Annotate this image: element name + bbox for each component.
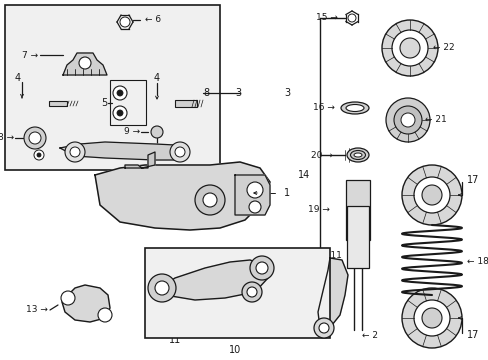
Polygon shape	[317, 258, 347, 330]
Circle shape	[246, 182, 263, 198]
Text: 9 →: 9 →	[123, 127, 140, 136]
Ellipse shape	[346, 104, 363, 112]
Text: 16 →: 16 →	[312, 104, 334, 112]
Text: 8: 8	[203, 88, 209, 98]
Circle shape	[381, 20, 437, 76]
Circle shape	[37, 153, 41, 157]
Polygon shape	[95, 162, 269, 230]
Text: 5: 5	[101, 98, 107, 108]
Text: 4: 4	[154, 73, 160, 83]
Text: 19 →: 19 →	[307, 206, 329, 215]
Text: 17: 17	[466, 330, 478, 340]
Bar	[145, 248, 329, 338]
Circle shape	[148, 274, 176, 302]
Bar	[5, 5, 220, 170]
Text: 17: 17	[466, 175, 478, 185]
Text: 15 →: 15 →	[315, 13, 337, 22]
Text: ← 11: ← 11	[319, 251, 341, 260]
Text: ← 18: ← 18	[466, 257, 488, 266]
Circle shape	[195, 185, 224, 215]
Polygon shape	[235, 175, 269, 215]
Text: 12 →: 12 →	[203, 325, 224, 334]
Circle shape	[170, 142, 190, 162]
Text: ← 21: ← 21	[424, 116, 446, 125]
Circle shape	[401, 165, 461, 225]
Circle shape	[413, 300, 449, 336]
Circle shape	[242, 282, 262, 302]
Circle shape	[70, 147, 80, 157]
Circle shape	[155, 281, 169, 295]
Circle shape	[318, 323, 328, 333]
Circle shape	[24, 127, 46, 149]
Text: —: —	[222, 88, 231, 98]
Circle shape	[421, 185, 441, 205]
Circle shape	[65, 142, 85, 162]
Circle shape	[385, 98, 429, 142]
Text: ← 22: ← 22	[432, 44, 454, 53]
Text: ← 2: ← 2	[361, 330, 377, 339]
Bar	[110, 80, 146, 125]
Circle shape	[203, 193, 217, 207]
Circle shape	[34, 150, 44, 160]
Circle shape	[248, 201, 261, 213]
Polygon shape	[160, 260, 267, 300]
Ellipse shape	[353, 153, 361, 157]
Circle shape	[117, 110, 123, 116]
Text: 11: 11	[168, 335, 181, 345]
Circle shape	[246, 287, 257, 297]
Text: 3: 3	[235, 88, 241, 98]
Bar	[175, 100, 197, 107]
Ellipse shape	[340, 102, 368, 114]
Text: 4: 4	[15, 73, 21, 83]
Circle shape	[393, 106, 421, 134]
Circle shape	[249, 256, 273, 280]
Text: 1: 1	[284, 188, 289, 198]
Circle shape	[347, 14, 355, 22]
Circle shape	[120, 17, 130, 27]
Polygon shape	[125, 152, 155, 168]
Circle shape	[113, 106, 127, 120]
Text: ← 6: ← 6	[145, 15, 161, 24]
Ellipse shape	[350, 150, 365, 159]
Circle shape	[421, 308, 441, 328]
Circle shape	[98, 308, 112, 322]
Text: 7 →: 7 →	[22, 50, 38, 59]
Circle shape	[399, 38, 419, 58]
Circle shape	[151, 126, 163, 138]
Bar	[346, 206, 368, 268]
Text: 3: 3	[284, 88, 289, 98]
Bar	[346, 180, 369, 240]
Circle shape	[256, 262, 267, 274]
Polygon shape	[60, 142, 184, 160]
Text: 20 →: 20 →	[311, 150, 332, 159]
Circle shape	[175, 147, 184, 157]
Circle shape	[29, 132, 41, 144]
Text: 13 →: 13 →	[26, 306, 48, 315]
Circle shape	[79, 57, 91, 69]
Circle shape	[400, 113, 414, 127]
Text: 10: 10	[228, 345, 241, 355]
Bar	[49, 101, 67, 106]
Circle shape	[313, 318, 333, 338]
Circle shape	[391, 30, 427, 66]
Circle shape	[413, 177, 449, 213]
Text: 14: 14	[297, 170, 309, 180]
Circle shape	[401, 288, 461, 348]
Polygon shape	[63, 53, 107, 75]
Circle shape	[117, 90, 123, 96]
Ellipse shape	[346, 148, 368, 162]
Circle shape	[113, 86, 127, 100]
Circle shape	[61, 291, 75, 305]
Text: 8 →: 8 →	[0, 134, 14, 143]
Polygon shape	[62, 285, 110, 322]
